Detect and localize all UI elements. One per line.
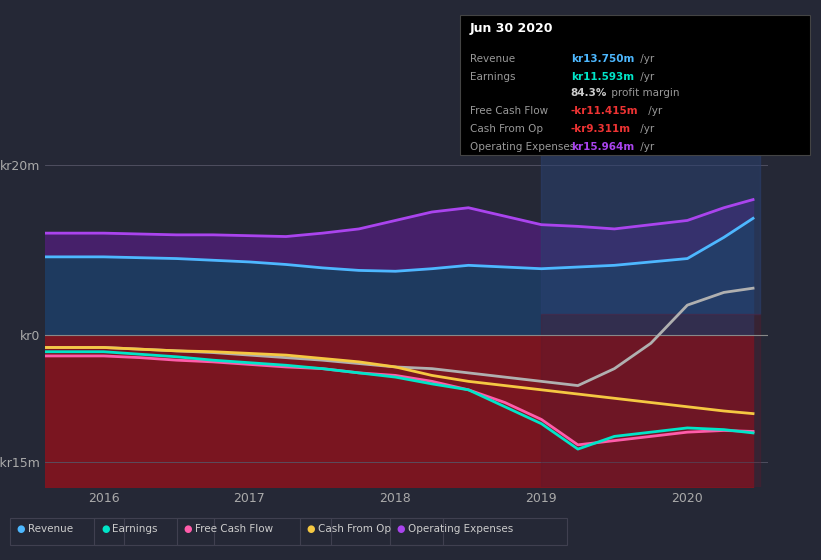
Text: Operating Expenses: Operating Expenses	[408, 524, 513, 534]
Text: Free Cash Flow: Free Cash Flow	[470, 106, 548, 116]
Text: Cash From Op: Cash From Op	[470, 124, 543, 134]
Bar	[541, 314, 760, 487]
Text: /yr: /yr	[637, 54, 654, 64]
Text: Jun 30 2020: Jun 30 2020	[470, 22, 553, 35]
Text: -kr11.415m: -kr11.415m	[571, 106, 639, 116]
Text: ●: ●	[101, 524, 109, 534]
Text: Revenue: Revenue	[470, 54, 515, 64]
Text: kr13.750m: kr13.750m	[571, 54, 634, 64]
Text: 84.3%: 84.3%	[571, 88, 608, 98]
Text: Earnings: Earnings	[112, 524, 158, 534]
Text: ●: ●	[16, 524, 25, 534]
Text: -kr9.311m: -kr9.311m	[571, 124, 631, 134]
Text: Earnings: Earnings	[470, 72, 516, 82]
Text: Operating Expenses: Operating Expenses	[470, 142, 575, 152]
Text: ●: ●	[306, 524, 314, 534]
Text: kr11.593m: kr11.593m	[571, 72, 634, 82]
Text: /yr: /yr	[644, 106, 662, 116]
Text: /yr: /yr	[637, 142, 654, 152]
Bar	[541, 140, 760, 314]
Text: kr15.964m: kr15.964m	[571, 142, 634, 152]
Text: profit margin: profit margin	[608, 88, 679, 98]
Text: Cash From Op: Cash From Op	[318, 524, 391, 534]
Text: Free Cash Flow: Free Cash Flow	[195, 524, 273, 534]
Text: ●: ●	[397, 524, 405, 534]
Text: /yr: /yr	[637, 124, 654, 134]
Text: Revenue: Revenue	[28, 524, 73, 534]
Text: /yr: /yr	[637, 72, 654, 82]
Text: ●: ●	[183, 524, 191, 534]
